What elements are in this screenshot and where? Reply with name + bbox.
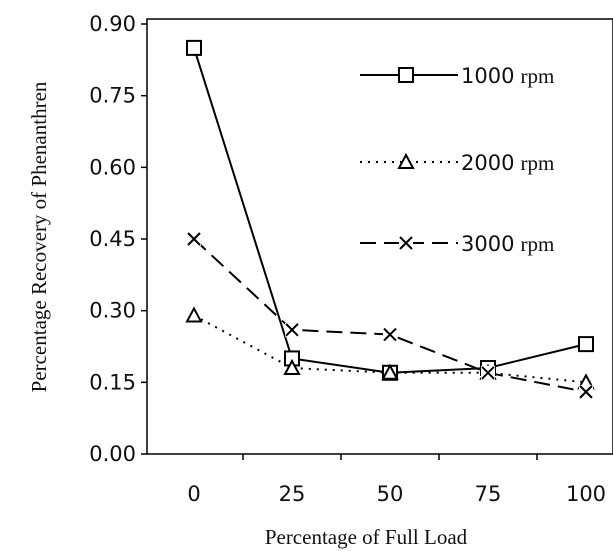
legend-marker-2000	[397, 152, 415, 169]
x-tick-label: 0	[187, 482, 200, 506]
legend-series-unit: rpm	[520, 64, 554, 88]
data-point-3000	[481, 365, 495, 380]
legend-series-name: 2000	[461, 151, 514, 175]
y-tick-label: 0.15	[89, 370, 136, 394]
data-point-3000	[383, 327, 397, 342]
y-tick-label: 0.60	[89, 155, 136, 179]
legend-marker-1000	[398, 67, 414, 83]
x-axis-title: Percentage of Full Load	[265, 525, 468, 549]
data-point-1000	[578, 336, 594, 353]
x-tick-label: 25	[279, 482, 306, 506]
legend-label-2000: 2000 rpm	[461, 151, 554, 175]
data-point-2000	[283, 358, 301, 375]
y-tick-label: 0.90	[89, 12, 136, 36]
legend-series-unit: rpm	[520, 151, 554, 175]
legend-series-unit: rpm	[520, 232, 554, 256]
data-point-3000	[579, 384, 593, 399]
data-point-3000	[285, 322, 299, 337]
legend-series-name: 1000	[461, 64, 514, 88]
series-markers	[185, 39, 595, 399]
x-tick-label: 50	[377, 482, 404, 506]
data-point-1000	[186, 39, 202, 56]
y-tick-label: 0.30	[89, 299, 136, 323]
legend-series-name: 3000	[461, 232, 514, 256]
x-axis: 0 25 50 75 100	[187, 454, 606, 506]
legend-label-1000: 1000 rpm	[461, 64, 554, 88]
data-point-2000	[381, 363, 399, 380]
y-tick-label: 0.45	[89, 227, 136, 251]
y-tick-label: 0.00	[89, 442, 136, 466]
y-axis-title: Percentage Recovery of Phenanthren	[27, 81, 51, 392]
y-tick-label: 0.75	[89, 84, 136, 108]
legend-label-3000: 3000 rpm	[461, 232, 554, 256]
y-axis: 0.00 0.15 0.30 0.45 0.60 0.75 0.90	[89, 12, 147, 466]
data-point-2000	[185, 306, 203, 323]
x-tick-label: 75	[475, 482, 502, 506]
x-tick-label: 100	[566, 482, 606, 506]
data-point-3000	[187, 232, 201, 246]
legend-marker-3000	[399, 236, 413, 250]
